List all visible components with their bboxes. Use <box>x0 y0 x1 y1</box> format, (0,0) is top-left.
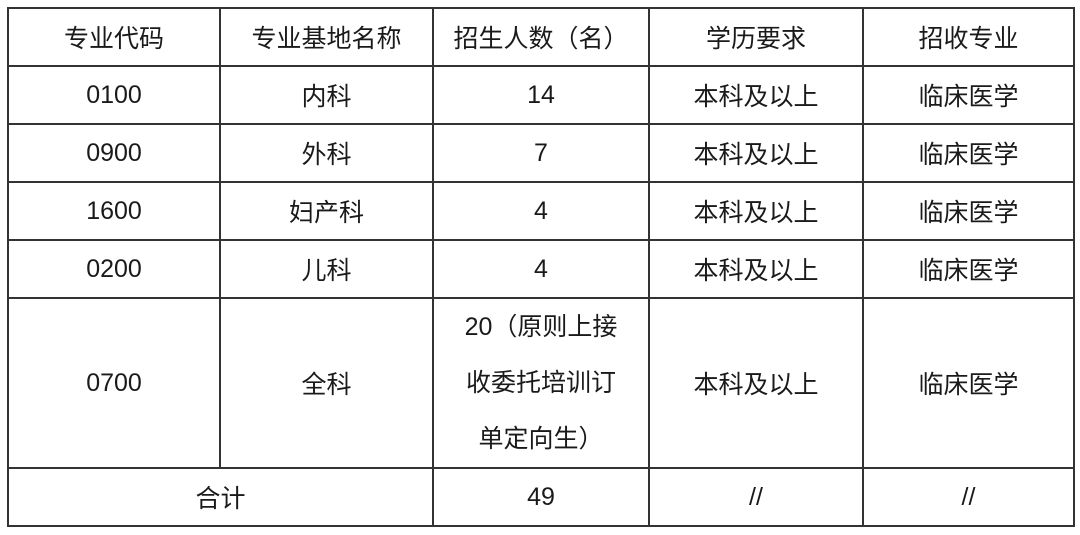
total-label: 合计 <box>7 467 434 527</box>
header-cell: 学历要求 <box>648 7 864 67</box>
education-cell: 本科及以上 <box>648 297 864 469</box>
major-cell: 临床医学 <box>862 239 1075 299</box>
table-row: 0900 外科 7 本科及以上 临床医学 <box>7 123 1075 183</box>
major-cell: 临床医学 <box>862 123 1075 183</box>
header-cell: 招收专业 <box>862 7 1075 67</box>
code-cell: 0100 <box>7 65 221 125</box>
table-row: 0100 内科 14 本科及以上 临床医学 <box>7 65 1075 125</box>
education-cell: 本科及以上 <box>648 123 864 183</box>
count-cell: 14 <box>432 65 650 125</box>
total-major: // <box>862 467 1075 527</box>
count-line: 收委托培训订 <box>465 369 616 397</box>
count-cell: 7 <box>432 123 650 183</box>
enrollment-table: 专业代码 专业基地名称 招生人数（名） 学历要求 招收专业 0100 内科 14… <box>7 7 1075 527</box>
name-cell: 妇产科 <box>219 181 434 241</box>
count-cell: 20（原则上接 收委托培训订 单定向生） <box>432 297 650 469</box>
major-cell: 临床医学 <box>862 297 1075 469</box>
count-cell: 4 <box>432 239 650 299</box>
count-cell: 4 <box>432 181 650 241</box>
name-cell: 内科 <box>219 65 434 125</box>
count-line: 单定向生） <box>478 425 604 453</box>
table-row: 0700 全科 20（原则上接 收委托培训订 单定向生） 本科及以上 临床医学 <box>7 297 1075 469</box>
count-line: 20（原则上接 <box>464 313 618 341</box>
major-cell: 临床医学 <box>862 181 1075 241</box>
code-cell: 0200 <box>7 239 221 299</box>
header-cell: 专业代码 <box>7 7 221 67</box>
total-count: 49 <box>432 467 650 527</box>
code-cell: 0900 <box>7 123 221 183</box>
header-cell: 招生人数（名） <box>432 7 650 67</box>
major-cell: 临床医学 <box>862 65 1075 125</box>
education-cell: 本科及以上 <box>648 65 864 125</box>
header-row: 专业代码 专业基地名称 招生人数（名） 学历要求 招收专业 <box>7 7 1075 67</box>
name-cell: 儿科 <box>219 239 434 299</box>
total-education: // <box>648 467 864 527</box>
education-cell: 本科及以上 <box>648 181 864 241</box>
table-row: 0200 儿科 4 本科及以上 临床医学 <box>7 239 1075 299</box>
code-cell: 1600 <box>7 181 221 241</box>
total-row: 合计 49 // // <box>7 467 1075 527</box>
header-cell: 专业基地名称 <box>219 7 434 67</box>
name-cell: 外科 <box>219 123 434 183</box>
education-cell: 本科及以上 <box>648 239 864 299</box>
name-cell: 全科 <box>219 297 434 469</box>
table-row: 1600 妇产科 4 本科及以上 临床医学 <box>7 181 1075 241</box>
code-cell: 0700 <box>7 297 221 469</box>
